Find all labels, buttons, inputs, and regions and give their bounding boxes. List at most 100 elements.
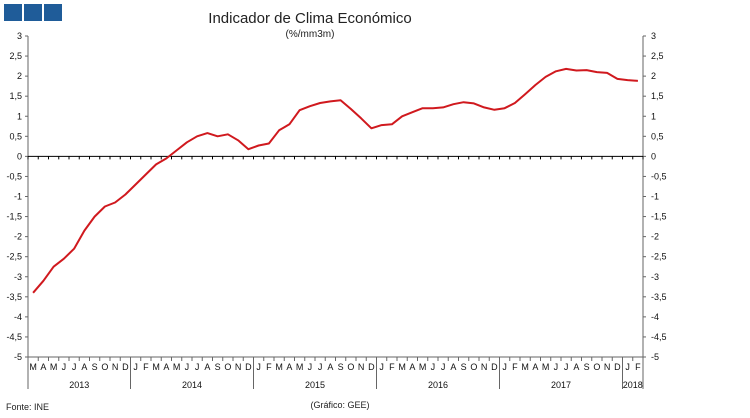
month-label: M bbox=[521, 362, 529, 372]
month-label: A bbox=[81, 362, 87, 372]
month-label: S bbox=[584, 362, 590, 372]
y-tick-label-left: -3,5 bbox=[6, 292, 22, 302]
month-label: N bbox=[481, 362, 488, 372]
y-tick-label-right: -2,5 bbox=[651, 252, 667, 262]
y-tick-label-left: 2 bbox=[17, 71, 22, 81]
month-label: M bbox=[29, 362, 37, 372]
month-label: O bbox=[593, 362, 600, 372]
y-tick-label-left: 3 bbox=[17, 31, 22, 41]
month-label: J bbox=[133, 362, 138, 372]
month-label: M bbox=[398, 362, 406, 372]
brand-logo-block-3 bbox=[44, 4, 62, 21]
month-label: J bbox=[441, 362, 446, 372]
source-note: Fonte: INE bbox=[6, 402, 50, 412]
y-tick-label-left: 2,5 bbox=[9, 51, 22, 61]
year-label: 2015 bbox=[305, 380, 325, 390]
chart-subtitle: (%/mm3m) bbox=[285, 29, 335, 40]
y-tick-label-right: -3,5 bbox=[651, 292, 667, 302]
month-label: O bbox=[224, 362, 231, 372]
month-label: F bbox=[512, 362, 518, 372]
month-label: S bbox=[461, 362, 467, 372]
y-tick-label-left: -3 bbox=[14, 272, 22, 282]
month-label: O bbox=[101, 362, 108, 372]
y-tick-label-left: -1,5 bbox=[6, 212, 22, 222]
month-label: J bbox=[62, 362, 67, 372]
y-tick-label-right: 2,5 bbox=[651, 51, 664, 61]
y-tick-label-left: 0 bbox=[17, 151, 22, 161]
y-tick-label-left: -4 bbox=[14, 312, 22, 322]
month-label: F bbox=[635, 362, 641, 372]
month-label: F bbox=[143, 362, 149, 372]
year-label: 2018 bbox=[623, 380, 643, 390]
month-label: A bbox=[327, 362, 333, 372]
month-label: J bbox=[625, 362, 630, 372]
month-label: N bbox=[235, 362, 242, 372]
y-tick-label-left: -0,5 bbox=[6, 171, 22, 181]
month-label: D bbox=[368, 362, 375, 372]
y-tick-label-left: -4,5 bbox=[6, 332, 22, 342]
month-label: D bbox=[245, 362, 252, 372]
month-label: M bbox=[419, 362, 427, 372]
year-label: 2013 bbox=[69, 380, 89, 390]
y-tick-label-right: -1,5 bbox=[651, 212, 667, 222]
month-label: M bbox=[152, 362, 160, 372]
y-tick-label-left: 1,5 bbox=[9, 91, 22, 101]
y-tick-label-left: -5 bbox=[14, 352, 22, 362]
month-label: J bbox=[564, 362, 569, 372]
y-tick-label-left: -1 bbox=[14, 192, 22, 202]
y-tick-label-right: 2 bbox=[651, 71, 656, 81]
month-label: A bbox=[40, 362, 46, 372]
y-tick-label-right: 1,5 bbox=[651, 91, 664, 101]
month-label: M bbox=[296, 362, 304, 372]
month-label: S bbox=[215, 362, 221, 372]
y-tick-label-right: 1 bbox=[651, 111, 656, 121]
month-label: D bbox=[122, 362, 129, 372]
month-label: J bbox=[502, 362, 507, 372]
month-label: S bbox=[92, 362, 98, 372]
y-tick-label-right: -1 bbox=[651, 192, 659, 202]
year-label: 2016 bbox=[428, 380, 448, 390]
series-line bbox=[32, 67, 638, 294]
brand-logo-block-1 bbox=[4, 4, 22, 21]
month-label: J bbox=[554, 362, 559, 372]
month-label: O bbox=[347, 362, 354, 372]
y-tick-label-right: -5 bbox=[651, 352, 659, 362]
month-label: M bbox=[275, 362, 283, 372]
month-label: A bbox=[204, 362, 210, 372]
month-label: N bbox=[604, 362, 611, 372]
month-label: N bbox=[358, 362, 365, 372]
month-label: J bbox=[308, 362, 313, 372]
brand-logo-block-2 bbox=[24, 4, 42, 21]
month-label: A bbox=[409, 362, 415, 372]
month-label: A bbox=[450, 362, 456, 372]
month-label: M bbox=[542, 362, 550, 372]
month-label: S bbox=[338, 362, 344, 372]
month-label: N bbox=[112, 362, 119, 372]
month-label: M bbox=[173, 362, 181, 372]
y-tick-label-left: 0,5 bbox=[9, 131, 22, 141]
month-label: J bbox=[431, 362, 436, 372]
y-tick-label-left: 1 bbox=[17, 111, 22, 121]
month-label: J bbox=[185, 362, 190, 372]
month-label: J bbox=[318, 362, 323, 372]
y-tick-label-right: -0,5 bbox=[651, 171, 667, 181]
y-tick-label-right: -3 bbox=[651, 272, 659, 282]
y-tick-label-right: 3 bbox=[651, 31, 656, 41]
month-label: D bbox=[614, 362, 621, 372]
month-label: D bbox=[491, 362, 498, 372]
month-label: J bbox=[72, 362, 77, 372]
year-label: 2014 bbox=[182, 380, 202, 390]
month-label: O bbox=[470, 362, 477, 372]
month-label: J bbox=[379, 362, 384, 372]
y-tick-label-right: -4,5 bbox=[651, 332, 667, 342]
y-tick-label-right: -4 bbox=[651, 312, 659, 322]
month-label: M bbox=[50, 362, 58, 372]
month-label: A bbox=[573, 362, 579, 372]
chart-credit: (Gráfico: GEE) bbox=[310, 400, 370, 410]
month-label: J bbox=[195, 362, 200, 372]
y-tick-label-left: -2 bbox=[14, 232, 22, 242]
month-label: A bbox=[163, 362, 169, 372]
year-label: 2017 bbox=[551, 380, 571, 390]
y-tick-label-left: -2,5 bbox=[6, 252, 22, 262]
